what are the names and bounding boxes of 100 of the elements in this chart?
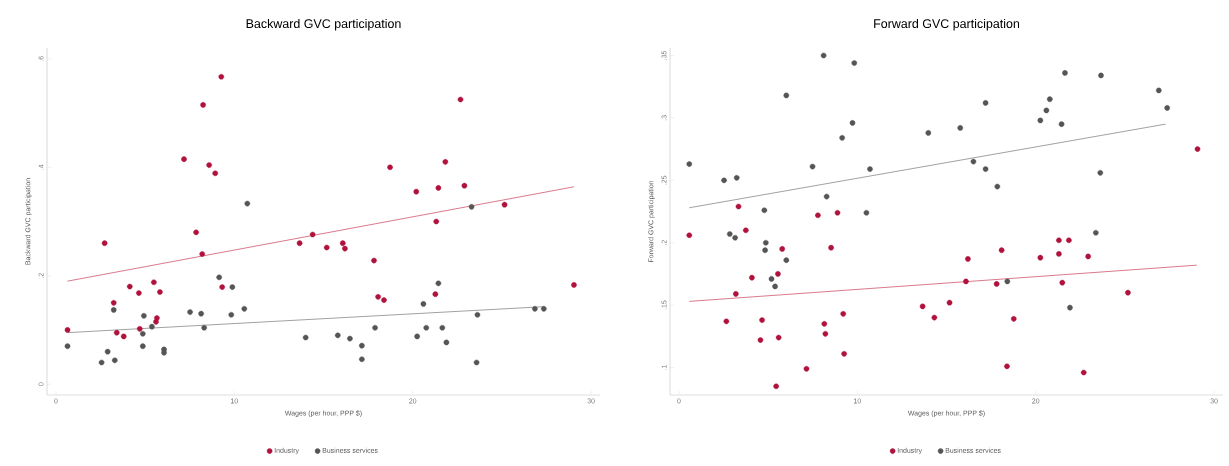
point [229, 284, 236, 290]
point [432, 291, 439, 297]
point [840, 311, 847, 317]
point [302, 334, 309, 341]
point [823, 193, 830, 200]
point [867, 166, 873, 172]
point [153, 319, 159, 325]
point [1037, 254, 1044, 261]
point [849, 120, 856, 126]
point [359, 342, 365, 349]
point [1125, 289, 1131, 296]
point [733, 175, 740, 181]
point [1062, 70, 1068, 76]
point [759, 317, 765, 323]
point [946, 299, 953, 306]
point [334, 332, 341, 339]
point [809, 163, 816, 170]
point [571, 282, 577, 288]
chart-title: Forward GVC participation [874, 18, 1020, 31]
point [110, 300, 117, 306]
point [775, 271, 781, 277]
point [783, 92, 790, 99]
point [822, 331, 829, 337]
point [372, 324, 378, 331]
point [721, 177, 727, 184]
point [101, 240, 108, 246]
point [965, 256, 971, 262]
point [435, 185, 442, 191]
point [151, 279, 157, 286]
point [779, 246, 785, 252]
point [140, 343, 146, 349]
point [743, 227, 749, 234]
point [414, 333, 420, 340]
point [98, 359, 105, 366]
point [200, 102, 206, 108]
point [199, 251, 205, 257]
point [762, 247, 768, 253]
point [371, 257, 377, 264]
point [733, 291, 739, 297]
point [423, 324, 430, 331]
point [342, 245, 348, 252]
point [957, 125, 964, 131]
point [1097, 170, 1104, 176]
point [1058, 121, 1065, 127]
point [1066, 237, 1072, 244]
point [820, 52, 827, 59]
point [126, 283, 133, 290]
point [1043, 107, 1050, 114]
point [1080, 369, 1087, 376]
point [435, 280, 442, 287]
point [1093, 229, 1099, 236]
point [64, 327, 71, 333]
chart-title: Backward GVC participation [246, 18, 401, 31]
point [1059, 279, 1066, 286]
point [457, 96, 464, 103]
point [970, 158, 977, 165]
point [193, 229, 199, 236]
point [104, 348, 111, 355]
point [1194, 146, 1201, 152]
point [839, 135, 845, 141]
point [120, 333, 127, 340]
point [474, 311, 481, 318]
point [772, 283, 778, 290]
point [1085, 253, 1091, 260]
point [761, 207, 768, 214]
point [339, 240, 346, 246]
point [359, 356, 365, 362]
point [732, 234, 738, 241]
point [433, 218, 440, 225]
point [532, 306, 538, 312]
point [468, 204, 475, 210]
point [228, 311, 235, 318]
point [198, 310, 204, 317]
point [763, 239, 769, 246]
point [851, 60, 858, 66]
point [963, 278, 969, 285]
point [686, 161, 693, 167]
point [140, 330, 146, 337]
point [1098, 72, 1104, 79]
point [993, 281, 1000, 287]
point [1047, 96, 1053, 102]
point [773, 383, 779, 390]
point [815, 212, 821, 219]
point [749, 274, 755, 281]
point [141, 313, 147, 319]
point [206, 162, 212, 168]
point [309, 231, 316, 238]
point [113, 329, 120, 336]
point [982, 166, 989, 172]
point [1056, 237, 1062, 244]
point [461, 182, 468, 189]
point [828, 244, 834, 251]
point [735, 203, 742, 210]
point [501, 201, 508, 208]
point [834, 209, 841, 216]
point [413, 188, 420, 195]
point [863, 209, 870, 216]
point [157, 289, 163, 295]
point [244, 200, 251, 207]
point [994, 183, 1001, 190]
